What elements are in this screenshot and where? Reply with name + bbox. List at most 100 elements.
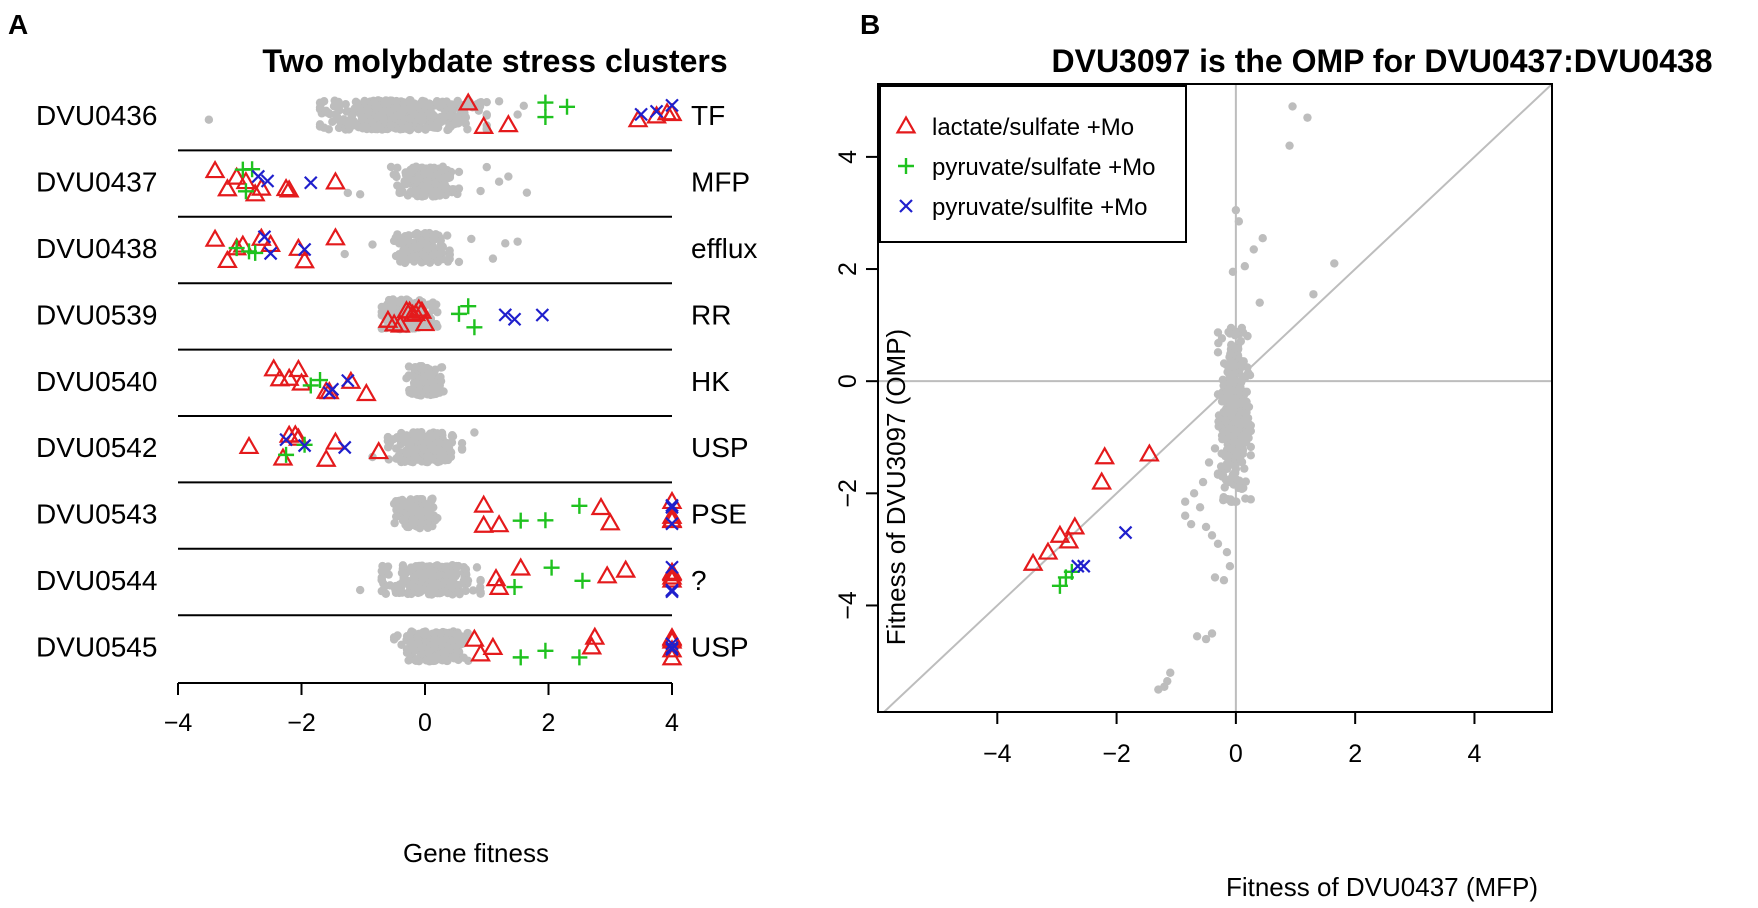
- pyruvate-sulfite-marker: [665, 642, 679, 657]
- pyruvate-sulfite-marker: [649, 104, 664, 119]
- background-point: [394, 298, 404, 307]
- background-point: [1226, 443, 1236, 453]
- background-point: [377, 302, 386, 312]
- panel-a-x-label: Gene fitness: [403, 838, 549, 868]
- outlier-point: [470, 428, 479, 437]
- background-point: [352, 98, 362, 107]
- background-point: [457, 640, 466, 649]
- lactate-marker: [217, 178, 238, 197]
- lactate-marker: [408, 298, 430, 317]
- background-point: [407, 371, 416, 380]
- pyruvate-sulfate-marker: [244, 161, 261, 178]
- background-point: [448, 184, 458, 194]
- background-point: [411, 101, 420, 111]
- pyruvate-sulfate-marker: [537, 94, 554, 111]
- background-point: [1180, 497, 1190, 506]
- lactate-marker: [389, 314, 411, 333]
- background-point: [1245, 370, 1255, 380]
- background-point: [416, 518, 425, 528]
- background-point: [433, 119, 442, 128]
- lactate-marker: [1037, 541, 1059, 560]
- role-label: HK: [691, 366, 730, 397]
- row-dvu0545: DVU0545 USP: [36, 626, 749, 666]
- legend-box: [879, 85, 1187, 243]
- x-tick-label: 4: [665, 709, 679, 737]
- row-dvu0438: DVU0438 efflux: [36, 227, 757, 269]
- background-point: [1218, 375, 1228, 385]
- background-point: [1239, 416, 1248, 426]
- background-point: [410, 379, 419, 389]
- background-point: [448, 636, 457, 646]
- background-point: [1195, 503, 1205, 512]
- background-point: [345, 124, 354, 133]
- lactate-marker: [581, 636, 603, 655]
- background-point: [1240, 464, 1249, 473]
- pyruvate-sulfite-marker: [665, 636, 679, 651]
- pyruvate-sulfate-marker: [450, 305, 467, 322]
- background-point: [1213, 328, 1223, 337]
- outlier-point: [519, 101, 528, 110]
- background-point: [1246, 442, 1255, 452]
- background-point: [377, 566, 386, 576]
- panel-a: Two molybdate stress clusters DVU0436 TFD…: [36, 43, 757, 868]
- background-point: [434, 581, 443, 590]
- legend-marker-pyruvate-sulfite: [899, 199, 913, 213]
- pyruvate-sulfate-marker: [512, 649, 529, 666]
- background-point: [1228, 407, 1238, 416]
- lactate-marker: [599, 512, 621, 531]
- legend-label: lactate/sulfate +Mo: [932, 114, 1134, 141]
- lactate-marker: [291, 372, 312, 391]
- lactate-marker: [250, 177, 272, 196]
- background-point: [1226, 349, 1235, 359]
- background-point: [392, 632, 401, 642]
- background-point: [368, 118, 377, 128]
- background-point: [414, 639, 423, 648]
- x-tick-label: −2: [287, 709, 316, 737]
- outlier-point: [494, 97, 504, 106]
- y-tick-label: −4: [834, 591, 862, 620]
- background-point: [402, 522, 412, 532]
- background-point: [436, 588, 445, 598]
- role-label: RR: [691, 299, 731, 330]
- background-point: [1231, 205, 1241, 215]
- background-point: [429, 111, 438, 120]
- background-point: [433, 307, 442, 317]
- background-point: [472, 563, 482, 572]
- background-point: [437, 428, 447, 438]
- panel-b: DVU3097 is the OMP for DVU0437:DVU0438 −…: [834, 43, 1713, 902]
- y-tick-label: 0: [834, 374, 862, 388]
- background-point: [395, 503, 404, 513]
- background-point: [1222, 547, 1232, 557]
- outlier-point: [482, 162, 491, 172]
- gene-label: DVU0437: [36, 167, 157, 198]
- lactate-marker: [590, 496, 612, 516]
- lactate-marker: [340, 370, 362, 389]
- background-point: [315, 103, 325, 112]
- background-point: [432, 300, 441, 309]
- background-point: [391, 497, 401, 506]
- pyruvate-sulfite-marker: [337, 440, 352, 455]
- legend-marker-lactate: [895, 115, 917, 134]
- lactate-marker: [661, 647, 683, 666]
- background-point: [1225, 562, 1235, 571]
- pyruvate-sulfate-marker: [1051, 577, 1068, 594]
- background-point: [1238, 431, 1248, 441]
- background-point: [453, 96, 462, 106]
- background-point: [1249, 245, 1258, 254]
- pyruvate-sulfite-marker: [665, 500, 679, 515]
- x-tick-label: −4: [164, 709, 193, 737]
- background-point: [422, 100, 431, 109]
- background-point: [425, 562, 434, 571]
- pyruvate-sulfite-marker: [665, 98, 679, 113]
- background-point: [1207, 531, 1217, 540]
- background-point: [1180, 511, 1190, 520]
- background-point: [384, 570, 393, 579]
- lactate-marker: [226, 166, 248, 185]
- background-point: [445, 122, 454, 131]
- background-point: [386, 297, 396, 307]
- background-point: [1230, 425, 1239, 434]
- background-point: [425, 509, 435, 518]
- background-point: [402, 648, 412, 658]
- legend: lactate/sulfate +Mo pyruvate/sulfate +Mo p…: [879, 85, 1187, 243]
